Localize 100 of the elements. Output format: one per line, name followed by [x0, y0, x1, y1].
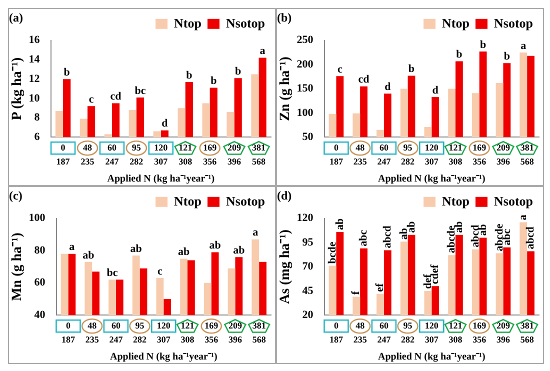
x-axis-title: Applied N (kg ha⁻¹year⁻¹) [378, 174, 486, 185]
x-tick-label: 48 235 [85, 320, 100, 344]
x-tick-label: 209 396 [228, 142, 242, 166]
x-tick-label: 95 282 [130, 142, 144, 166]
x-tick-label: 209 396 [496, 320, 510, 344]
data-label: cd [358, 74, 370, 86]
x-tick-label: 169 356 [203, 142, 218, 166]
legend-label: Ntop [174, 193, 202, 208]
y-axis-title: As (mg ha⁻¹) [278, 229, 294, 304]
x-tick-label: 60 247 [105, 142, 120, 166]
data-label: f [350, 290, 362, 295]
data-label: ab [82, 249, 94, 262]
legend-label: Ntop [174, 15, 202, 30]
legend-label: Nsotop [226, 15, 266, 30]
y-tick-label: 6 [34, 130, 40, 143]
y-tick-label: 200 [296, 58, 314, 70]
data-label: abcd [524, 226, 537, 250]
x-tick-label: 0 187 [56, 142, 70, 166]
data-label: ab [178, 246, 190, 258]
y-tick-label: 120 [296, 212, 314, 224]
x-tick-label: 120 307 [156, 320, 171, 344]
x-tick-label: 209 396 [496, 142, 510, 166]
x-axis-title: Applied N (kg ha⁻¹year⁻¹) [378, 352, 486, 363]
x-tick-label: 381 568 [252, 142, 266, 166]
x-tick-label: 95 282 [401, 142, 416, 166]
x-tick-label: 48 235 [353, 142, 368, 166]
legend-label: Ntop [442, 15, 470, 30]
data-label: c [158, 265, 163, 278]
legend-label: Nsotop [494, 193, 534, 208]
data-label: d [162, 118, 168, 130]
x-tick-label: 120 307 [424, 142, 439, 166]
data-label: d [384, 80, 391, 93]
y-tick-label: 10 [28, 92, 40, 104]
x-tick-label: 120 307 [424, 320, 439, 344]
chart-title: (c) [9, 188, 22, 202]
x-axis-title: Applied N (kg ha⁻¹year⁻¹) [110, 352, 218, 363]
x-tick-label: 381 568 [520, 320, 534, 344]
x-tick-label: 381 568 [520, 142, 534, 166]
x-tick-label: 48 235 [353, 320, 368, 344]
legend-label: Nsotop [226, 193, 266, 208]
x-tick-label: 60 247 [109, 320, 124, 344]
x-tick-label: 121 308 [448, 142, 463, 166]
x-tick-label: 120 307 [154, 142, 168, 166]
data-label: b [480, 38, 486, 51]
data-label: b [504, 50, 510, 62]
data-label: b [408, 63, 415, 76]
y-tick-label: 95 [302, 236, 314, 248]
data-label: b [235, 65, 242, 78]
data-label: b [186, 69, 192, 82]
data-label: abc [358, 230, 370, 246]
data-label: bc [106, 266, 118, 279]
x-tick-label: 60 247 [377, 142, 392, 166]
y-tick-label: 60 [34, 276, 46, 289]
x-tick-label: 0 187 [61, 320, 76, 344]
y-tick-label: 100 [28, 212, 46, 224]
y-tick-label: 250 [296, 34, 314, 46]
legend-label: Nsotop [494, 15, 534, 30]
x-axis-title: Applied N (kg ha⁻¹year⁻¹) [107, 174, 215, 185]
x-tick-label: 121 308 [178, 142, 193, 166]
data-label: a [517, 214, 530, 220]
y-tick-label: 8 [34, 112, 40, 124]
y-tick-label: 12 [28, 72, 40, 85]
data-label: abcd [381, 226, 394, 248]
y-tick-label: 40 [34, 308, 46, 321]
y-tick-label: 50 [302, 130, 314, 143]
y-tick-label: 14 [28, 54, 40, 66]
x-tick-label: 169 356 [204, 320, 219, 344]
y-tick-label: 16 [28, 34, 40, 46]
data-label: ef [374, 282, 386, 292]
data-label: c [88, 94, 94, 106]
data-label: b [456, 48, 462, 61]
y-tick-label: 150 [296, 82, 314, 95]
y-tick-label: 45 [302, 284, 314, 297]
data-label: c [337, 64, 342, 76]
data-label: ab [209, 240, 221, 252]
y-tick-label: 80 [34, 244, 46, 256]
chart-title: (a) [9, 10, 23, 24]
x-tick-label: 0 187 [329, 142, 344, 166]
data-label: ab [334, 218, 346, 230]
y-tick-label: 100 [296, 106, 314, 119]
y-axis-title: Mn (g ha⁻¹) [10, 232, 26, 301]
data-label: ab [130, 242, 142, 255]
x-tick-label: 169 356 [472, 320, 487, 344]
x-tick-label: 95 282 [401, 320, 416, 344]
y-axis-title: Zn (g ha⁻¹) [278, 56, 294, 121]
data-label: a [520, 40, 527, 52]
y-axis-title: P (kg ha⁻¹) [10, 56, 26, 120]
data-label: b [210, 75, 217, 88]
chart-title: (d) [277, 188, 292, 202]
x-tick-label: 48 235 [80, 142, 95, 166]
data-label: a [69, 241, 76, 254]
data-label: a [260, 45, 266, 58]
x-tick-label: 95 282 [133, 320, 148, 344]
data-label: d [432, 84, 438, 96]
data-label: a [252, 226, 259, 239]
x-tick-label: 209 396 [228, 320, 242, 344]
data-label: bcde [326, 242, 338, 264]
data-label: b [64, 66, 70, 78]
data-label: cd [110, 90, 122, 103]
y-tick-label: 20 [302, 308, 314, 321]
